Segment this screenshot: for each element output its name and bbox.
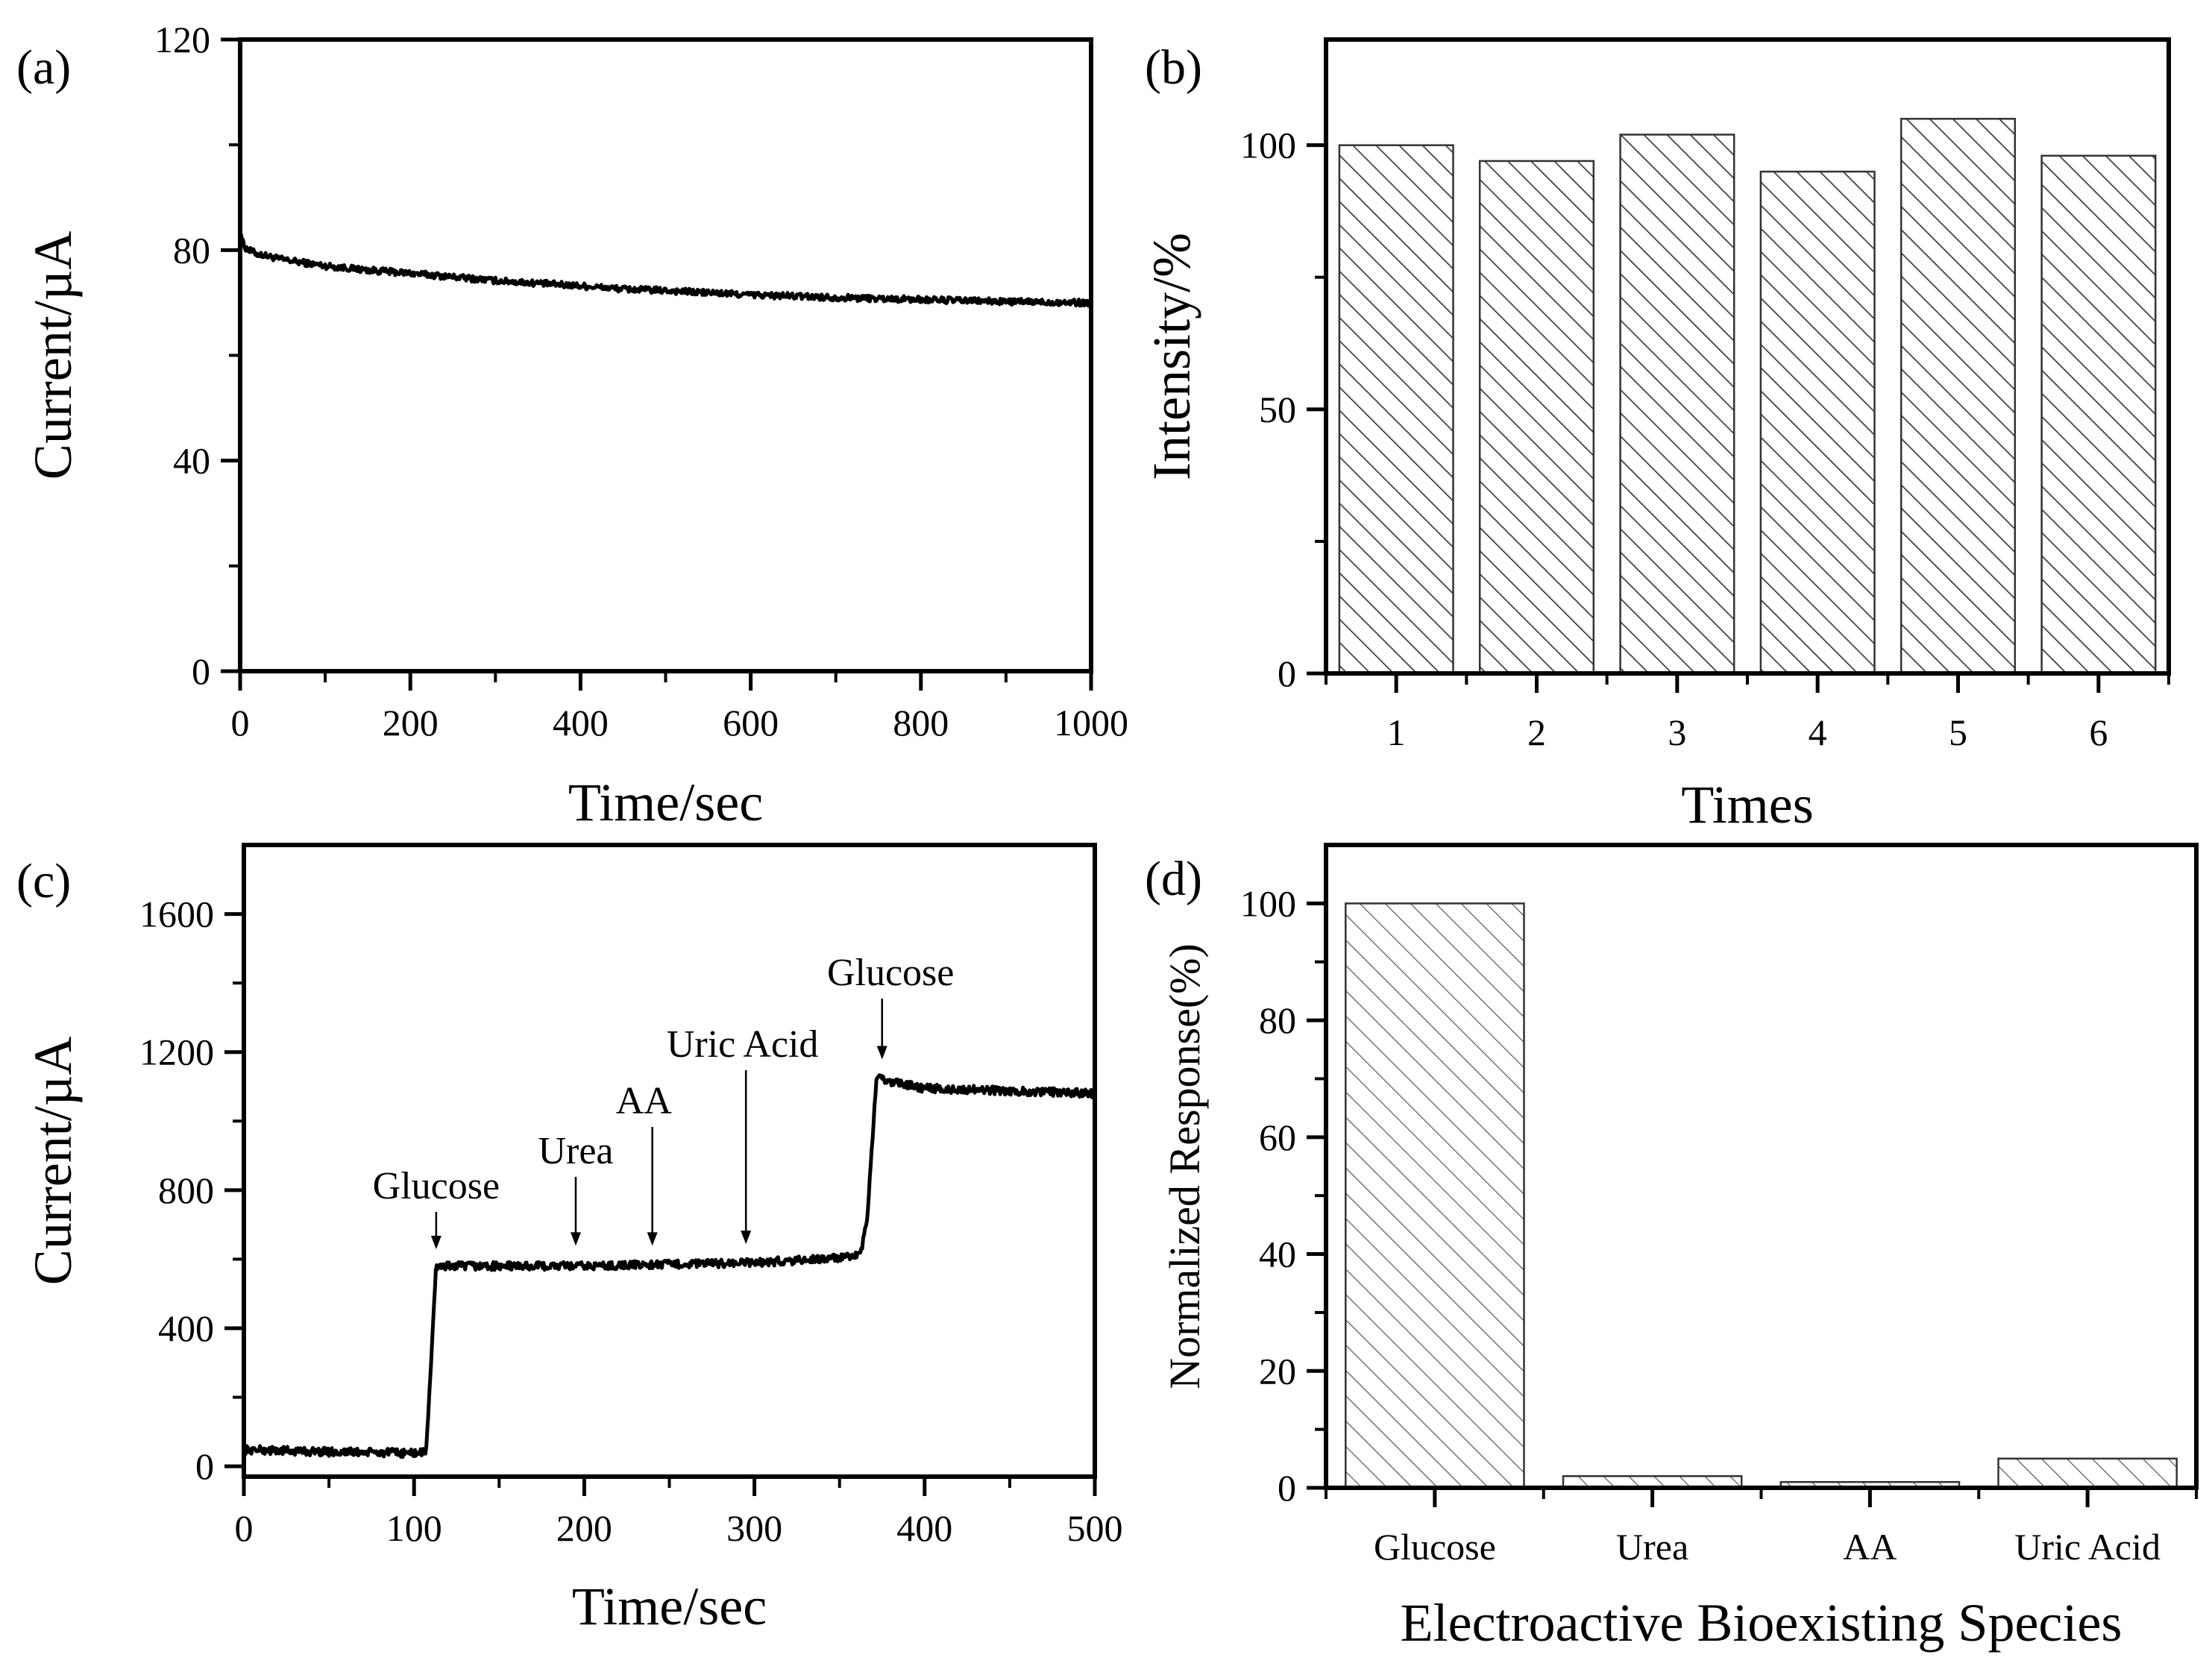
y-axis-title: Normalized Response(%)	[1160, 943, 1209, 1389]
bar-6	[2040, 154, 2157, 675]
plot-frame	[242, 843, 1097, 1479]
annotation-arrow: AA	[616, 1080, 673, 1246]
x-tick-label: 100	[386, 1507, 442, 1549]
y-tick-label: 0	[1278, 653, 1296, 694]
y-tick-label: 1600	[139, 893, 214, 935]
y-tick-label: 100	[1240, 882, 1296, 924]
annotation-arrow: Urea	[538, 1130, 614, 1246]
x-tick-label: 200	[556, 1507, 612, 1549]
axis-ticks	[224, 912, 1097, 1496]
x-tick-label: 1	[1387, 711, 1406, 753]
x-tick-label: 1000	[1054, 702, 1128, 744]
annotation-label: Glucose	[827, 952, 954, 994]
y-tick-label: 40	[173, 440, 210, 482]
x-axis-title: Time/sec	[568, 773, 763, 832]
plot-frame	[238, 37, 1093, 673]
y-tick-label: 0	[192, 650, 210, 692]
x-axis-title: Times	[1681, 775, 1813, 835]
x-tick-label: Uric Acid	[2014, 1526, 2161, 1568]
y-tick-label: 1200	[139, 1031, 214, 1073]
y-tick-label: 0	[195, 1445, 214, 1487]
panel-b-intensity-bars: 0 50 100 1 2 3 4 5 6 (b) Times Intensity/%	[1142, 37, 2171, 835]
annotation-arrow: Glucose	[827, 952, 954, 1060]
annotation-arrow: Uric Acid	[667, 1023, 819, 1245]
x-tick-label: AA	[1843, 1526, 1897, 1568]
y-tick-label: 100	[1240, 125, 1296, 166]
bar-1	[1338, 144, 1454, 675]
y-tick-label: 20	[1259, 1350, 1296, 1392]
y-tick-label: 40	[1259, 1234, 1296, 1275]
y-tick-label: 50	[1259, 389, 1296, 430]
y-axis-title: Current/µA	[23, 1037, 83, 1285]
x-tick-label: 0	[231, 702, 250, 744]
x-tick-label: 600	[723, 702, 779, 744]
x-tick-label: 300	[726, 1507, 782, 1549]
axis-ticks	[1307, 901, 2198, 1507]
y-tick-label: 120	[154, 19, 210, 60]
bar-3	[1619, 133, 1735, 675]
series-line-current	[238, 231, 1093, 308]
panel-label: (d)	[1145, 852, 1202, 906]
bar-4	[1759, 170, 1876, 675]
x-tick-label: 500	[1067, 1507, 1123, 1549]
bar-uric-acid	[1997, 1457, 2178, 1489]
panel-label: (a)	[16, 40, 71, 95]
series-line-current	[242, 1073, 1097, 1459]
x-tick-label: 400	[553, 702, 609, 744]
x-tick-label: 2	[1527, 711, 1546, 753]
panel-label: (c)	[16, 854, 71, 908]
y-tick-label: 80	[1259, 999, 1296, 1041]
x-tick-label: 3	[1668, 711, 1686, 753]
arrow-head	[741, 1231, 752, 1245]
bar-5	[1900, 118, 2017, 675]
x-tick-label: 6	[2089, 711, 2108, 753]
x-tick-label: 800	[893, 702, 949, 744]
annotation-label: AA	[616, 1080, 673, 1122]
annotation-label: Glucose	[373, 1165, 500, 1207]
arrow-head	[647, 1232, 658, 1246]
arrow-head	[876, 1046, 887, 1060]
y-tick-label: 80	[173, 229, 210, 271]
annotation-arrow: Glucose	[373, 1165, 500, 1250]
bar-glucose	[1345, 902, 1525, 1489]
axis-ticks	[221, 37, 1093, 691]
x-tick-label: 4	[1809, 711, 1827, 753]
panel-a-current-vs-time: 0 200 400 600 800 1000 0 40 80 120 (a) Time/sec Curr…	[16, 19, 1128, 832]
x-tick-label: 0	[235, 1507, 254, 1549]
annotation-label: Urea	[538, 1130, 613, 1172]
x-tick-label: Glucose	[1374, 1526, 1496, 1568]
y-tick-label: 60	[1259, 1116, 1296, 1158]
panel-d-normalized-response-bars: 0 20 40 60 80 100 Glucose Urea AA Uric Acid (d) Ele…	[1145, 843, 2199, 1653]
x-tick-label: 200	[383, 702, 439, 744]
x-axis-title: Time/sec	[572, 1577, 767, 1636]
panel-c-interference-current: 0 100 200 300 400 500040080012001600GlucoseUr…	[16, 843, 1123, 1636]
plot-frame	[1324, 37, 2171, 676]
x-tick-label: Urea	[1616, 1526, 1688, 1568]
annotation-label: Uric Acid	[667, 1023, 819, 1066]
x-tick-label: 5	[1949, 711, 1967, 753]
y-tick-label: 400	[158, 1307, 214, 1349]
arrow-head	[570, 1232, 581, 1246]
x-axis-title: Electroactive Bioexisting Species	[1401, 1593, 2123, 1653]
x-tick-label: 400	[896, 1507, 952, 1549]
y-tick-label: 800	[158, 1169, 214, 1211]
plot-frame	[1324, 843, 2199, 1490]
y-axis-title: Intensity/%	[1142, 233, 1201, 480]
y-tick-label: 0	[1278, 1467, 1296, 1509]
arrow-head	[430, 1236, 442, 1250]
y-axis-title: Current/µA	[23, 231, 83, 480]
panel-label: (b)	[1145, 40, 1202, 95]
bar-2	[1478, 160, 1595, 675]
